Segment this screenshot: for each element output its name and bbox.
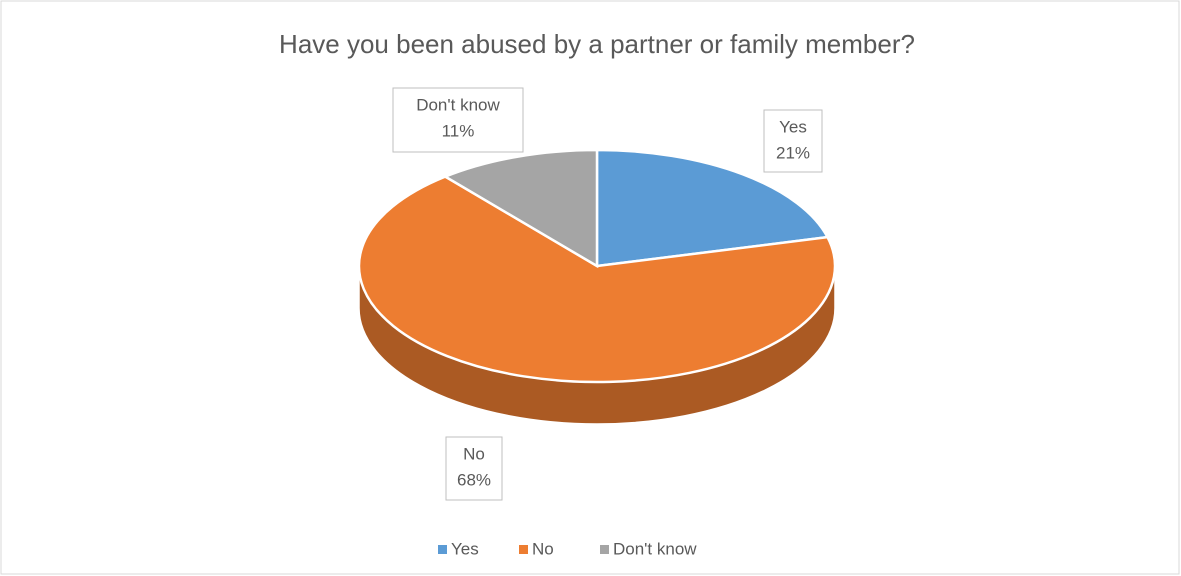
legend-swatch: [519, 545, 528, 554]
data-label-category: Don't know: [416, 95, 500, 114]
data-label-value: 21%: [776, 143, 810, 162]
slice: [442, 148, 599, 269]
data-label-category: No: [463, 444, 485, 463]
chart-title: Have you been abused by a partner or fam…: [279, 29, 915, 59]
slice: [595, 148, 830, 268]
data-label-box: [763, 109, 823, 173]
legend-swatch: [438, 545, 447, 554]
data-label-value: 68%: [457, 470, 491, 489]
data-label-category: Yes: [779, 117, 807, 136]
data-label-box: [392, 87, 524, 153]
data-label-box: [445, 436, 503, 501]
legend-label: Don't know: [613, 539, 697, 558]
slice: [357, 175, 837, 384]
data-label-value: 11%: [442, 121, 475, 140]
legend-label: No: [532, 539, 554, 558]
legend-label: Yes: [451, 539, 479, 558]
legend-swatch: [600, 545, 609, 554]
